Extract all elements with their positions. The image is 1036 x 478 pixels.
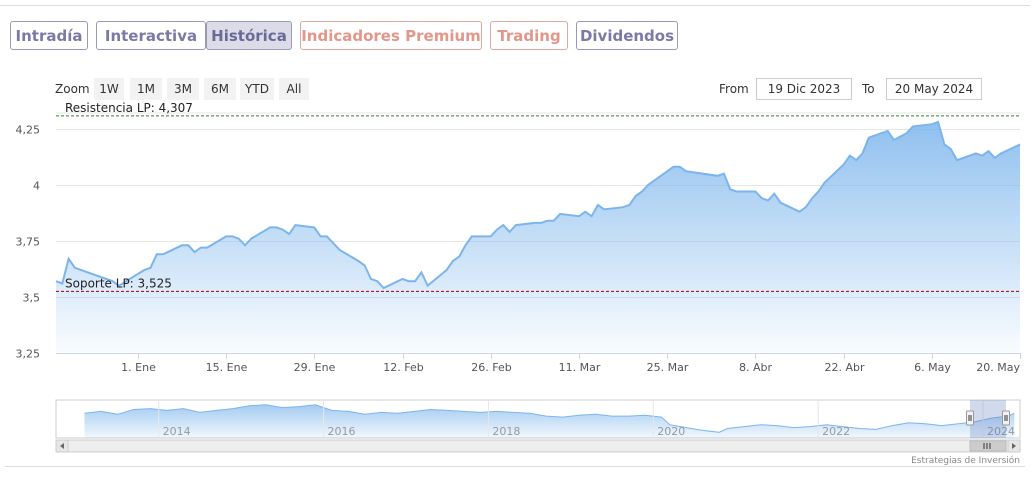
reference-line-label: Soporte LP: 3,525: [65, 276, 172, 290]
scrollbar-thumb: [969, 440, 1007, 452]
y-tick-label: 4: [33, 180, 40, 193]
credit-text: Estrategias de Inversión: [911, 456, 1020, 466]
zoom-1m-button[interactable]: 1M: [130, 78, 162, 100]
scrollbar-right-button: [1007, 439, 1021, 453]
tab-dividendos[interactable]: Dividendos: [576, 21, 678, 50]
zoom-ytd-button[interactable]: YTD: [240, 78, 274, 100]
x-tick-label: 12. Feb: [383, 361, 423, 374]
scrollbar-track: [55, 439, 1021, 453]
navigator-handle: [966, 410, 974, 426]
navigator-year-label: 2024: [987, 425, 1015, 438]
x-tick-label: 26. Feb: [471, 361, 511, 374]
range-from-input[interactable]: 19 Dic 2023: [756, 78, 852, 100]
reference-line-label: Resistencia LP: 4,307: [65, 101, 193, 115]
x-tick-label: 15. Ene: [206, 361, 248, 374]
x-tick-label: 22. Abr: [824, 361, 864, 374]
zoom-all-button[interactable]: All: [279, 78, 309, 100]
navigator-frame: [55, 399, 1021, 439]
range-to-label: To: [862, 82, 875, 96]
x-tick-label: 6. May: [914, 361, 951, 374]
tab-intradia[interactable]: Intradía: [10, 21, 88, 50]
zoom-6m-button[interactable]: 6M: [204, 78, 236, 100]
range-to-input[interactable]: 20 May 2024: [886, 78, 982, 100]
top-divider: [0, 5, 1030, 6]
tab-interactiva[interactable]: Interactiva: [96, 21, 206, 50]
x-tick-label: 8. Abr: [739, 361, 772, 374]
y-tick-label: 4,25: [16, 124, 41, 137]
zoom-label: Zoom: [55, 82, 90, 96]
price-line: [55, 120, 1021, 290]
navigator-year-label: 2014: [163, 425, 191, 438]
y-tick-label: 3,25: [16, 348, 41, 361]
navigator-area: [84, 404, 1015, 438]
tab-indicadores-premium[interactable]: Indicadores Premium: [300, 21, 482, 50]
x-tick-label: 1. Ene: [121, 361, 156, 374]
bottom-divider: [5, 466, 1025, 467]
tab-trading[interactable]: Trading: [490, 21, 568, 50]
scroll-right-arrow-icon: [1012, 443, 1016, 449]
x-tick-label: 29. Ene: [294, 361, 336, 374]
scrollbar-left-button: [55, 439, 69, 453]
navigator-year-label: 2018: [492, 425, 520, 438]
navigator-selection-mask: [970, 400, 1006, 438]
navigator-handle: [1002, 410, 1010, 426]
scroll-left-arrow-icon: [60, 443, 64, 449]
y-tick-label: 3,5: [23, 292, 41, 305]
zoom-1w-button[interactable]: 1W: [94, 78, 124, 100]
navigator-year-label: 2016: [328, 425, 356, 438]
x-tick-label: 11. Mar: [559, 361, 601, 374]
x-tick-label: 25. Mar: [647, 361, 689, 374]
price-area: [56, 122, 1020, 353]
tab-historica[interactable]: Histórica: [206, 21, 292, 50]
y-tick-label: 3,75: [16, 236, 41, 249]
navigator-year-label: 2022: [822, 425, 850, 438]
x-tick-label: 20. May: [976, 361, 1020, 374]
navigator-year-label: 2020: [657, 425, 685, 438]
zoom-3m-button[interactable]: 3M: [167, 78, 199, 100]
range-from-label: From: [719, 82, 749, 96]
navigator-line: [84, 404, 1015, 433]
